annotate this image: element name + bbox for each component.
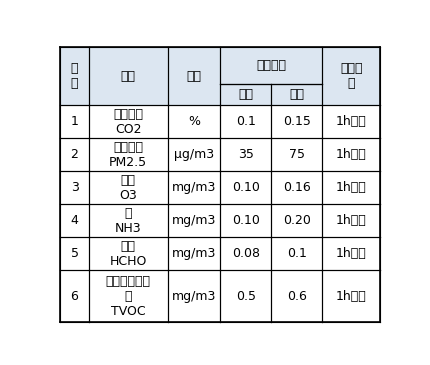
Bar	[60, 138, 89, 172]
Bar	[220, 270, 271, 322]
Bar	[89, 237, 168, 270]
Text: 6: 6	[71, 290, 78, 303]
Bar	[271, 84, 322, 105]
Text: 0.20: 0.20	[283, 214, 310, 227]
Bar	[60, 105, 89, 138]
Text: 序
号: 序 号	[71, 62, 78, 90]
Bar	[168, 237, 220, 270]
Bar	[168, 172, 220, 204]
Bar	[271, 138, 322, 172]
Text: 细颗粒物
PM2.5: 细颗粒物 PM2.5	[109, 141, 147, 169]
Bar	[89, 172, 168, 204]
Text: 1h平均: 1h平均	[336, 247, 366, 260]
Bar	[168, 204, 220, 237]
Text: 0.5: 0.5	[236, 290, 256, 303]
Bar	[271, 237, 322, 270]
Bar	[60, 47, 89, 105]
Text: 0.08: 0.08	[232, 247, 260, 260]
Text: 总挥发性有机
物
TVOC: 总挥发性有机 物 TVOC	[106, 275, 150, 318]
Text: 1: 1	[71, 115, 78, 128]
Bar	[271, 105, 322, 138]
Bar	[89, 105, 168, 138]
Bar	[89, 47, 168, 105]
Bar	[220, 105, 271, 138]
Bar	[168, 105, 220, 138]
Bar	[89, 204, 168, 237]
Bar	[168, 270, 220, 322]
Text: 单位: 单位	[187, 69, 202, 82]
Text: 1h平均: 1h平均	[336, 149, 366, 161]
Bar	[322, 204, 381, 237]
Text: 75: 75	[289, 149, 304, 161]
Bar	[60, 270, 89, 322]
Text: 二氧化碳
CO2: 二氧化碳 CO2	[113, 108, 143, 136]
Bar	[271, 270, 322, 322]
Text: 1h平均: 1h平均	[336, 115, 366, 128]
Text: mg/m3: mg/m3	[172, 290, 216, 303]
Text: 2: 2	[71, 149, 78, 161]
Bar	[220, 172, 271, 204]
Bar	[220, 84, 271, 105]
Text: 5: 5	[71, 247, 79, 260]
Bar	[322, 270, 381, 322]
Text: 35: 35	[238, 149, 254, 161]
Bar	[220, 47, 322, 84]
Bar	[60, 237, 89, 270]
Text: 氨
NH3: 氨 NH3	[115, 207, 141, 235]
Bar	[322, 47, 381, 105]
Text: 0.10: 0.10	[232, 181, 260, 195]
Text: 0.10: 0.10	[232, 214, 260, 227]
Bar	[168, 138, 220, 172]
Text: 0.16: 0.16	[283, 181, 310, 195]
Text: mg/m3: mg/m3	[172, 247, 216, 260]
Bar	[60, 172, 89, 204]
Text: 甲醛
HCHO: 甲醛 HCHO	[110, 240, 147, 268]
Text: 臭氧
O3: 臭氧 O3	[119, 174, 137, 202]
Text: 1h平均: 1h平均	[336, 290, 366, 303]
Bar	[89, 270, 168, 322]
Bar	[322, 172, 381, 204]
Text: 参数: 参数	[121, 69, 135, 82]
Text: mg/m3: mg/m3	[172, 214, 216, 227]
Bar	[322, 105, 381, 138]
Bar	[220, 138, 271, 172]
Bar	[271, 204, 322, 237]
Bar	[220, 237, 271, 270]
Text: 二级: 二级	[289, 88, 304, 101]
Text: 3: 3	[71, 181, 78, 195]
Text: 1h平均: 1h平均	[336, 181, 366, 195]
Text: 4: 4	[71, 214, 78, 227]
Bar	[60, 204, 89, 237]
Bar	[168, 47, 220, 105]
Text: 1h平均: 1h平均	[336, 214, 366, 227]
Bar	[322, 138, 381, 172]
Text: 一级: 一级	[238, 88, 253, 101]
Text: %: %	[188, 115, 200, 128]
Bar	[322, 237, 381, 270]
Bar	[271, 84, 322, 105]
Text: 0.1: 0.1	[287, 247, 307, 260]
Text: 0.15: 0.15	[283, 115, 310, 128]
Bar	[271, 172, 322, 204]
Bar	[89, 138, 168, 172]
Bar	[220, 84, 271, 105]
Text: μg/m3: μg/m3	[174, 149, 214, 161]
Text: 0.6: 0.6	[287, 290, 307, 303]
Bar	[220, 204, 271, 237]
Text: mg/m3: mg/m3	[172, 181, 216, 195]
Text: 0.1: 0.1	[236, 115, 256, 128]
Text: 平均时
间: 平均时 间	[340, 62, 362, 90]
Text: 浓度限值: 浓度限值	[256, 59, 286, 72]
